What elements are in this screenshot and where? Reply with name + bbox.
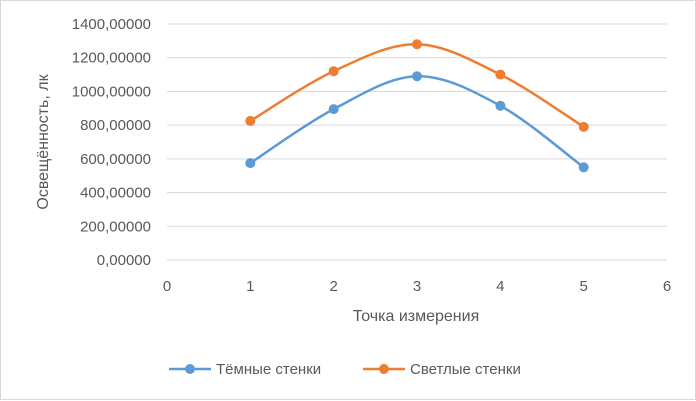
y-tick-label: 1200,00000 (72, 50, 151, 67)
y-tick-labels: 0,00000 200,00000 400,00000 600,00000 800,00… (72, 16, 151, 269)
x-axis-title: Точка измерения (353, 308, 480, 325)
x-tick-labels: 0 1 2 3 4 5 6 (163, 278, 671, 295)
y-tick-label: 0,00000 (97, 252, 151, 269)
data-point (578, 121, 589, 132)
x-tick-label: 5 (579, 278, 587, 295)
legend-marker (379, 364, 389, 374)
data-point (245, 158, 256, 169)
y-tick-label: 200,00000 (80, 218, 151, 235)
data-point (578, 162, 589, 173)
data-point (495, 100, 506, 111)
legend-item: Тёмные стенки (169, 361, 321, 378)
data-point (328, 66, 339, 77)
y-tick-label: 1000,00000 (72, 83, 151, 100)
data-point (412, 39, 422, 50)
x-tick-label: 6 (663, 278, 671, 295)
x-tick-label: 4 (496, 278, 504, 295)
data-point (328, 104, 339, 115)
x-tick-label: 3 (413, 278, 421, 295)
data-point (412, 71, 422, 82)
legend-label: Тёмные стенки (216, 361, 321, 378)
data-point (495, 69, 506, 80)
legend-marker (185, 364, 195, 374)
gridlines (167, 23, 667, 261)
x-tick-label: 0 (163, 278, 171, 295)
legend-label: Светлые стенки (410, 361, 521, 378)
x-tick-label: 1 (246, 278, 254, 295)
y-tick-label: 1400,00000 (72, 16, 151, 33)
data-point (245, 115, 256, 126)
series-layer (245, 39, 589, 173)
x-tick-label: 2 (329, 278, 337, 295)
y-tick-label: 600,00000 (80, 151, 151, 168)
y-tick-label: 800,00000 (80, 117, 151, 134)
legend-item: Светлые стенки (363, 361, 521, 378)
series-line (249, 42, 585, 128)
y-axis-title: Освещённость, лк (35, 73, 52, 209)
y-tick-label: 400,00000 (80, 185, 151, 202)
legend: Тёмные стенки Светлые стенки (169, 361, 521, 378)
